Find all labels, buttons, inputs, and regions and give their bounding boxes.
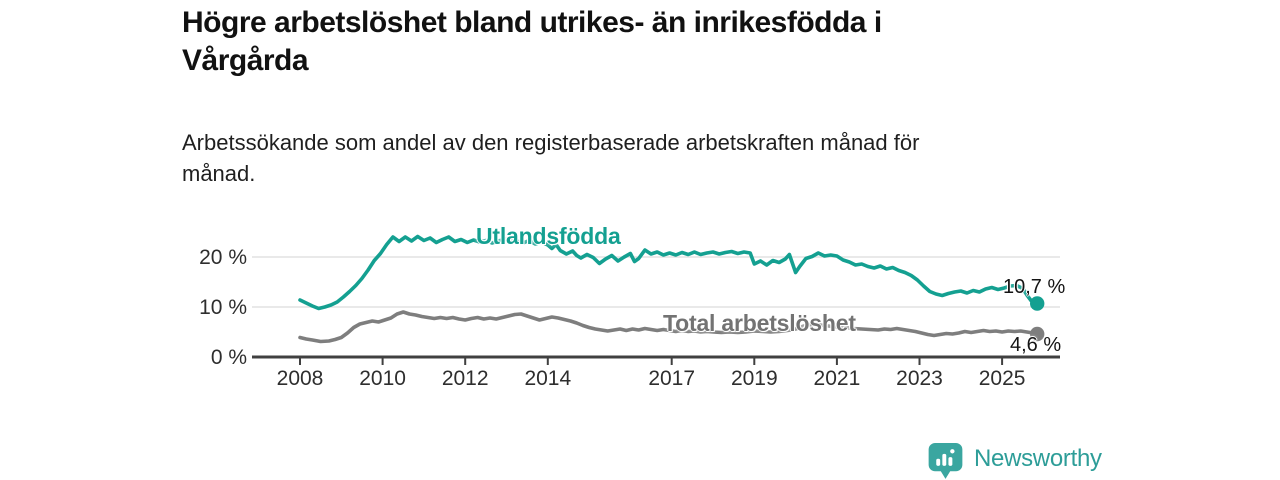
newsworthy-bar-chart-icon <box>928 443 963 479</box>
x-tick-label: 2023 <box>896 367 943 390</box>
series-line-0 <box>298 234 1039 311</box>
end-value-total: 4,6 % <box>1010 334 1062 356</box>
x-tick-label: 2008 <box>277 367 324 390</box>
x-tick-label: 2014 <box>524 367 571 390</box>
series-label-utlandsfodda: Utlandsfödda <box>476 223 621 249</box>
series-line-1 <box>298 310 1039 344</box>
x-tick-label: 2010 <box>359 367 406 390</box>
series-label-total-arbetsloshet: Total arbetslöshet <box>663 310 856 336</box>
chart-title: Högre arbetslöshet bland utrikes- än inr… <box>182 6 882 77</box>
y-tick-label: 10 % <box>199 296 247 319</box>
series-end-dot-1 <box>1030 326 1045 342</box>
series-end-dot-0 <box>1030 296 1045 311</box>
x-tick-label: 2019 <box>731 367 778 390</box>
y-tick-label: 0 % <box>211 346 247 369</box>
y-tick-label: 20 % <box>199 246 247 269</box>
newsworthy-wordmark: Newsworthy <box>974 444 1102 472</box>
x-tick-label: 2017 <box>648 367 695 390</box>
x-tick-label: 2012 <box>442 367 489 390</box>
chart-subtitle: Arbetssökande som andel av den registerb… <box>182 130 920 186</box>
x-tick-label: 2021 <box>814 367 861 390</box>
x-tick-label: 2025 <box>979 367 1026 390</box>
newsworthy-logo: Newsworthy <box>928 443 1102 480</box>
end-value-utlandsfodda: 10,7 % <box>1003 276 1066 298</box>
